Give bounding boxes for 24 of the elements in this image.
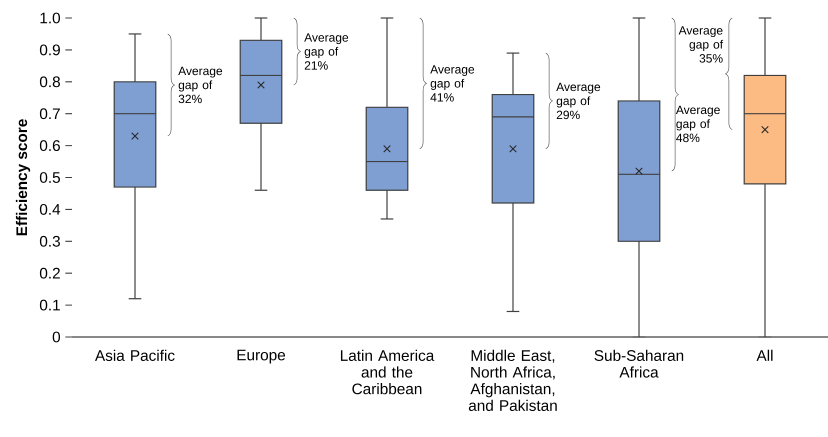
annotation: Average gap of 48% <box>676 106 720 142</box>
y-tick-label: 1.0 <box>40 12 60 24</box>
y-tick-label: 0.7 <box>40 108 60 120</box>
annotation: Average gap of 32% <box>178 66 222 104</box>
annotation: Average gap of 29% <box>556 82 600 120</box>
annotation: Average gap of 35% <box>678 26 724 63</box>
y-tick-label: 0.5 <box>40 172 60 183</box>
x-tick-label: All <box>756 350 772 361</box>
y-tick-label: 0.2 <box>40 268 60 279</box>
y-axis-title: Efficiency score <box>16 119 30 236</box>
y-tick-label: 0.9 <box>40 44 60 56</box>
y-tick-label: 0.4 <box>40 204 60 215</box>
y-tick-label: 0.6 <box>40 140 60 152</box>
y-tick-label: 0.8 <box>40 76 60 88</box>
y-tick-label: 0.3 <box>40 236 60 247</box>
x-tick-label: Europe <box>238 350 286 364</box>
x-tick-label: Sub-Saharan Africa <box>594 350 684 378</box>
x-tick-label: Latin America and the Caribbean <box>340 350 434 394</box>
y-tick-label: 0 <box>52 332 60 342</box>
x-tick-label: Asia Pacific <box>94 350 175 361</box>
annotation: Average gap of 41% <box>430 65 474 102</box>
x-tick-label: Middle East, North Africa, Afghanistan, and Pakistan <box>468 350 557 411</box>
annotation: Average gap of 21% <box>304 33 348 70</box>
y-tick-label: 0.1 <box>40 300 60 311</box>
